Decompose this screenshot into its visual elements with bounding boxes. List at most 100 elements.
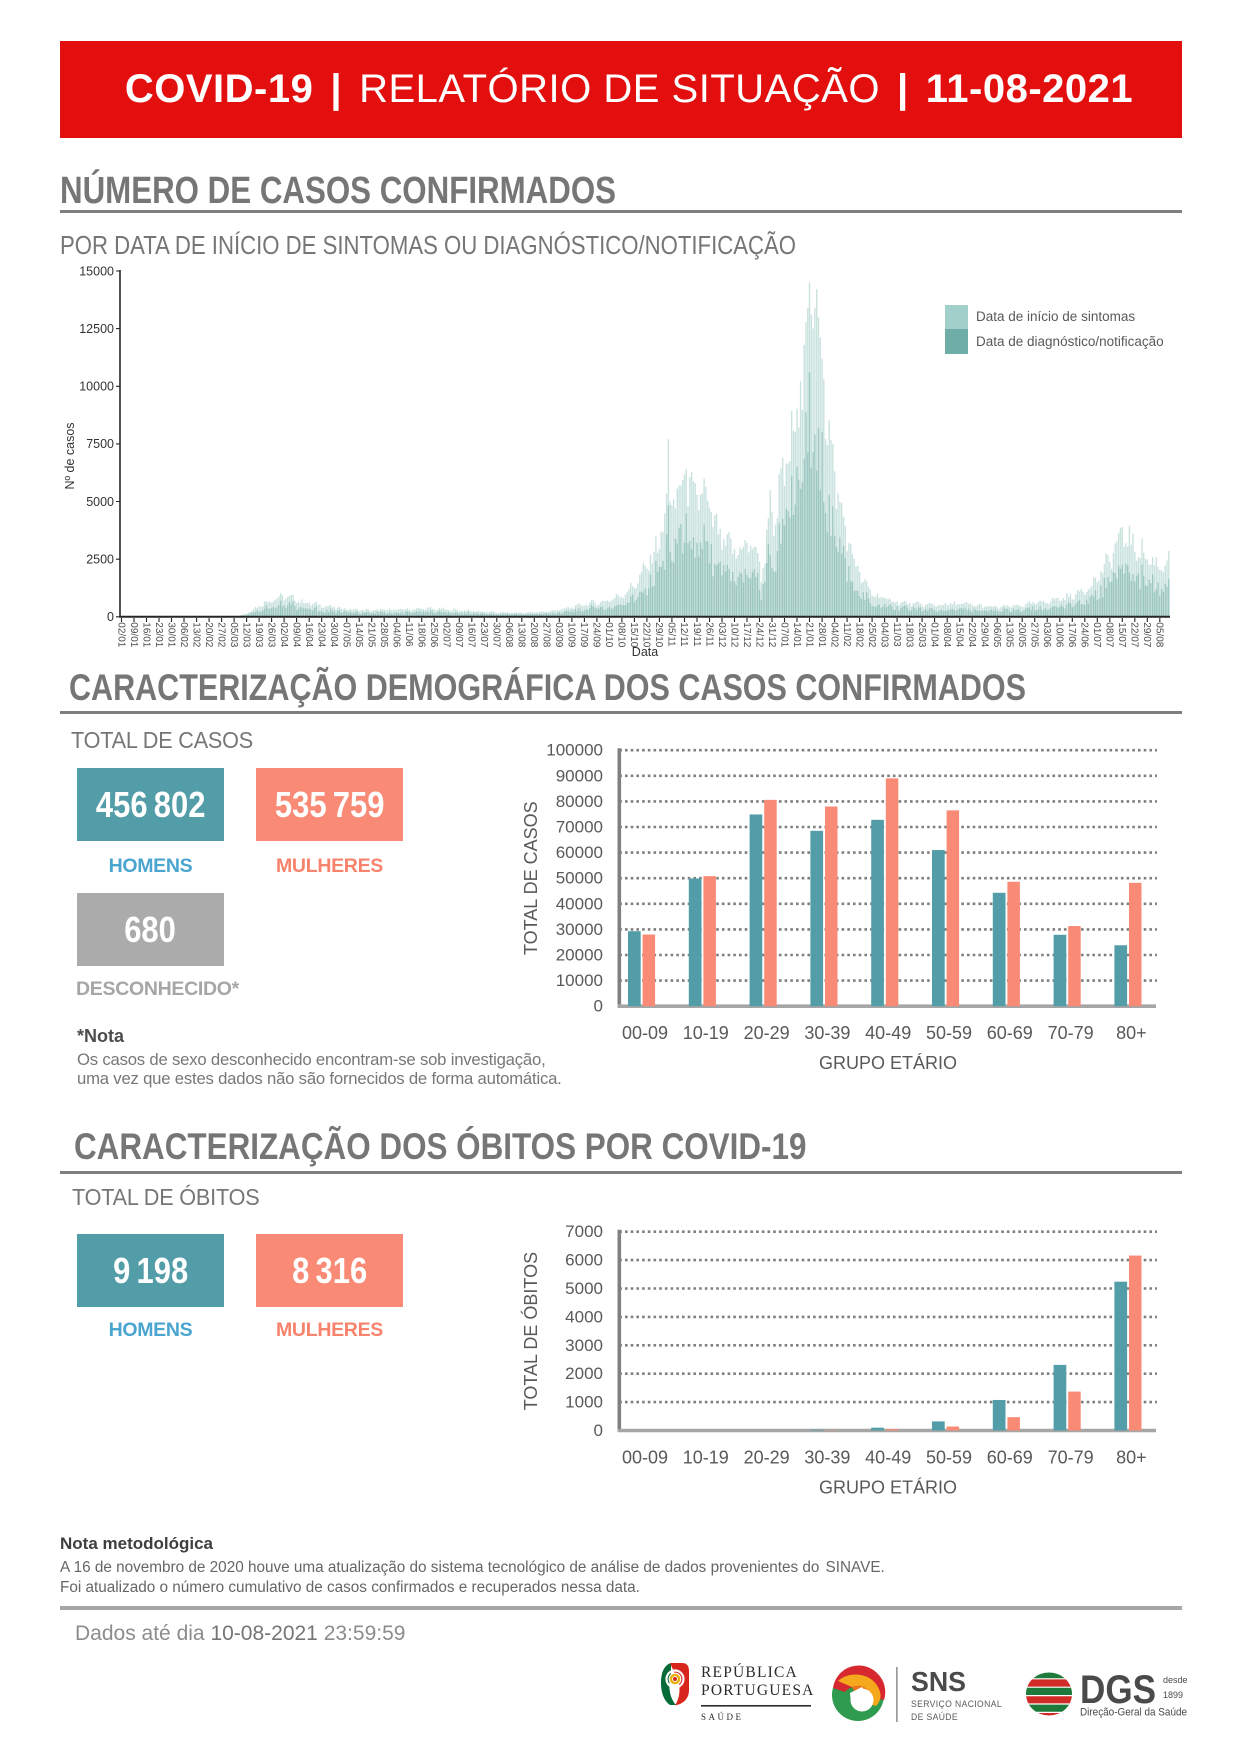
svg-text:04/02: 04/02 <box>828 622 839 647</box>
svg-text:13/08: 13/08 <box>516 622 527 647</box>
svg-text:10-19: 10-19 <box>683 1023 729 1043</box>
svg-text:19/03: 19/03 <box>253 622 264 647</box>
svg-text:01/07: 01/07 <box>1091 622 1102 647</box>
svg-text:18/03: 18/03 <box>903 622 914 647</box>
svg-text:07/05: 07/05 <box>341 622 352 647</box>
svg-text:15/04: 15/04 <box>954 622 965 647</box>
svg-text:90000: 90000 <box>556 766 603 785</box>
svg-text:07/01: 07/01 <box>778 622 789 647</box>
svg-text:15/07: 15/07 <box>1116 622 1127 647</box>
svg-text:29/07: 29/07 <box>1141 622 1152 647</box>
svg-text:06/08: 06/08 <box>503 622 514 647</box>
svg-text:20/02: 20/02 <box>203 622 214 647</box>
svg-text:60-69: 60-69 <box>987 1448 1033 1468</box>
svg-text:Data: Data <box>632 645 658 659</box>
svg-text:SERVIÇO NACIONAL: SERVIÇO NACIONAL <box>911 1699 1002 1709</box>
svg-text:Data de início de sintomas: Data de início de sintomas <box>976 309 1135 324</box>
svg-text:23/07: 23/07 <box>478 622 489 647</box>
svg-text:80000: 80000 <box>556 792 603 811</box>
svg-text:31/12: 31/12 <box>766 622 777 647</box>
svg-text:27/08: 27/08 <box>541 622 552 647</box>
svg-text:18/06: 18/06 <box>416 622 427 647</box>
svg-text:80+: 80+ <box>1116 1448 1147 1468</box>
svg-text:11/02: 11/02 <box>841 622 852 647</box>
svg-text:10000: 10000 <box>556 971 603 990</box>
svg-text:SAÚDE: SAÚDE <box>701 1712 744 1722</box>
svg-text:19/11: 19/11 <box>691 622 702 647</box>
svg-text:3000: 3000 <box>565 1336 603 1355</box>
svg-text:08/07: 08/07 <box>1104 622 1115 647</box>
svg-text:30/01: 30/01 <box>165 622 176 647</box>
svg-text:40-49: 40-49 <box>865 1023 911 1043</box>
svg-text:09/07: 09/07 <box>453 622 464 647</box>
svg-text:30000: 30000 <box>556 920 603 939</box>
svg-text:0: 0 <box>107 610 114 624</box>
svg-text:2000: 2000 <box>565 1364 603 1383</box>
svg-text:Direção-Geral da Saúde: Direção-Geral da Saúde <box>1080 1707 1187 1719</box>
svg-text:REPÚBLICA: REPÚBLICA <box>701 1664 798 1681</box>
svg-text:02/04: 02/04 <box>278 622 289 647</box>
svg-text:DGS: DGS <box>1080 1668 1156 1712</box>
svg-text:17/12: 17/12 <box>741 622 752 647</box>
svg-text:0: 0 <box>594 997 603 1016</box>
svg-text:15/10: 15/10 <box>628 622 639 647</box>
svg-text:10000: 10000 <box>79 380 114 394</box>
svg-text:60-69: 60-69 <box>987 1023 1033 1043</box>
svg-text:7500: 7500 <box>86 437 114 451</box>
svg-text:22/10: 22/10 <box>641 622 652 647</box>
svg-text:17/06: 17/06 <box>1066 622 1077 647</box>
svg-text:23/04: 23/04 <box>316 622 327 647</box>
svg-text:08/04: 08/04 <box>941 622 952 647</box>
svg-text:TOTAL DE ÓBITOS: TOTAL DE ÓBITOS <box>520 1252 541 1410</box>
svg-text:10/12: 10/12 <box>728 622 739 647</box>
svg-text:5000: 5000 <box>565 1279 603 1298</box>
svg-text:30/07: 30/07 <box>491 622 502 647</box>
svg-text:4000: 4000 <box>565 1307 603 1326</box>
svg-text:22/04: 22/04 <box>966 622 977 647</box>
svg-text:GRUPO ETÁRIO: GRUPO ETÁRIO <box>819 1053 957 1073</box>
svg-text:10/09: 10/09 <box>566 622 577 647</box>
svg-text:02/01: 02/01 <box>115 622 126 647</box>
svg-text:03/09: 03/09 <box>553 622 564 647</box>
svg-text:desde: desde <box>1163 1675 1188 1685</box>
svg-text:25/02: 25/02 <box>866 622 877 647</box>
svg-text:24/09: 24/09 <box>591 622 602 647</box>
svg-text:03/06: 03/06 <box>1041 622 1052 647</box>
svg-text:20000: 20000 <box>556 946 603 965</box>
svg-text:01/10: 01/10 <box>603 622 614 647</box>
svg-text:12/03: 12/03 <box>240 622 251 647</box>
svg-text:GRUPO ETÁRIO: GRUPO ETÁRIO <box>819 1478 957 1498</box>
svg-text:40000: 40000 <box>556 894 603 913</box>
svg-text:05/08: 05/08 <box>1154 622 1165 647</box>
svg-text:01/04: 01/04 <box>928 622 939 647</box>
svg-text:21/05: 21/05 <box>366 622 377 647</box>
svg-text:DE SAÚDE: DE SAÚDE <box>911 1712 958 1722</box>
svg-text:6000: 6000 <box>565 1251 603 1270</box>
svg-text:11/03: 11/03 <box>891 622 902 647</box>
svg-text:7000: 7000 <box>565 1222 603 1241</box>
svg-text:28/05: 28/05 <box>378 622 389 647</box>
svg-text:TOTAL DE CASOS: TOTAL DE CASOS <box>521 801 541 955</box>
svg-text:24/12: 24/12 <box>753 622 764 647</box>
svg-text:70-79: 70-79 <box>1048 1023 1094 1043</box>
svg-text:29/10: 29/10 <box>653 622 664 647</box>
svg-text:5000: 5000 <box>86 495 114 509</box>
svg-text:30-39: 30-39 <box>804 1448 850 1468</box>
svg-text:10-19: 10-19 <box>683 1448 729 1468</box>
svg-text:06/05: 06/05 <box>991 622 1002 647</box>
svg-text:20/05: 20/05 <box>1016 622 1027 647</box>
svg-text:Data de diagnóstico/notificaçã: Data de diagnóstico/notificação <box>976 334 1164 349</box>
svg-text:13/05: 13/05 <box>1004 622 1015 647</box>
svg-text:70000: 70000 <box>556 818 603 837</box>
svg-text:27/05: 27/05 <box>1029 622 1040 647</box>
svg-text:03/12: 03/12 <box>716 622 727 647</box>
svg-text:21/01: 21/01 <box>803 622 814 647</box>
svg-text:04/06: 04/06 <box>391 622 402 647</box>
svg-text:05/03: 05/03 <box>228 622 239 647</box>
svg-text:16/01: 16/01 <box>140 622 151 647</box>
svg-text:05/11: 05/11 <box>666 622 677 647</box>
svg-text:11/06: 11/06 <box>403 622 414 647</box>
svg-text:02/07: 02/07 <box>441 622 452 647</box>
svg-text:SNS: SNS <box>911 1666 966 1697</box>
svg-text:1899: 1899 <box>1163 1690 1183 1700</box>
